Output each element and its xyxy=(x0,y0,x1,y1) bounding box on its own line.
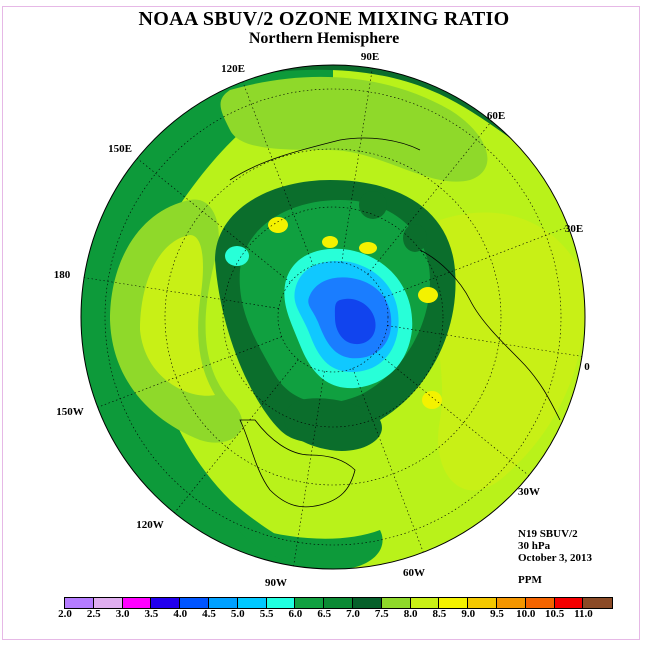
meridian-line xyxy=(341,68,373,263)
field-patch-8-8.5 xyxy=(268,217,288,233)
meridian-line xyxy=(375,351,530,476)
colorbar-tick-label: 10.0 xyxy=(516,608,536,620)
field-patch-8-8.5 xyxy=(422,391,442,409)
field-band-7-7.5-north xyxy=(220,76,488,182)
meridian-line xyxy=(384,226,569,298)
field-band-6-6.5 xyxy=(81,65,333,569)
colorbar-swatch xyxy=(208,598,238,608)
date-label: October 3, 2013 xyxy=(518,552,593,564)
lon-label-150w: 150W xyxy=(56,406,84,418)
meridian-line xyxy=(387,325,582,357)
field-band-7.5-8-east xyxy=(432,212,585,491)
instrument-label: N19 SBUV/2 xyxy=(518,528,578,540)
meridians xyxy=(84,68,582,566)
pressure-level-label: 30 hPa xyxy=(518,540,551,552)
colorbar-swatch xyxy=(65,598,94,608)
colorbar-swatch xyxy=(324,598,353,608)
colorbar-tick-label: 9.5 xyxy=(490,608,504,620)
colorbar-labels: 2.0 2.5 3.0 3.5 4.0 4.5 5.0 5.5 6.0 6.5 7.0 7.5 8.0 8… xyxy=(0,608,648,622)
colorbar-swatch xyxy=(496,598,526,608)
field-band-4-4.5 xyxy=(334,298,376,345)
field-patch-8-8.5 xyxy=(359,242,377,254)
info-block: N19 SBUV/2 30 hPa October 3, 2013 xyxy=(518,528,592,564)
latitude-circle xyxy=(222,206,444,428)
lon-label-0: 0 xyxy=(584,361,590,373)
colorbar-tick-label: 9.0 xyxy=(461,608,476,620)
colorbar-tick-label: 5.0 xyxy=(230,608,245,620)
colorbar xyxy=(64,597,614,609)
latitude-circle xyxy=(164,148,502,486)
lon-label-60w: 60W xyxy=(403,567,425,579)
colorbar-swatch xyxy=(381,598,411,608)
colorbar-tick-label: 5.5 xyxy=(259,608,274,620)
field-patch-5.5-6 xyxy=(225,246,249,266)
coastline-asia xyxy=(229,137,421,181)
colorbar-tick-label: 11.0 xyxy=(574,608,593,620)
page-subtitle: Northern Hemisphere xyxy=(248,30,400,47)
meridian-line xyxy=(84,277,279,309)
colorbar-tick-label: 6.0 xyxy=(288,608,303,620)
colorbar-tick-label: 6.5 xyxy=(317,608,332,620)
field-band-6.5-7-south xyxy=(284,398,382,451)
lon-label-90e: 90E xyxy=(361,51,379,63)
colorbar-swatch xyxy=(266,598,296,608)
lon-label-90w: 90W xyxy=(265,577,287,589)
colorbar-tick-label: 8.0 xyxy=(403,608,418,620)
colorbar-tick-label: 8.5 xyxy=(432,608,447,620)
meridian-line xyxy=(174,359,299,514)
lon-label-180: 180 xyxy=(54,269,71,281)
page-title: NOAA SBUV/2 OZONE MIXING RATIO xyxy=(138,8,510,30)
units-label: PPM xyxy=(518,574,542,586)
lon-label-120e: 120E xyxy=(221,63,245,75)
colorbar-tick-label: 7.5 xyxy=(374,608,389,620)
field-patch-8-8.5 xyxy=(322,236,338,248)
ozone-field xyxy=(81,65,585,569)
field-band-6-6.5-south xyxy=(230,520,383,569)
colorbar-swatch xyxy=(554,598,584,608)
field-band-7.5-8-west xyxy=(140,235,215,396)
colorbar-tick-label: 2.0 xyxy=(58,608,72,620)
lon-label-150e: 150E xyxy=(108,143,132,155)
field-patch-8-8.5 xyxy=(418,287,438,303)
coastline-north-america xyxy=(239,419,356,508)
meridian-line xyxy=(367,120,492,275)
map-border xyxy=(80,64,586,570)
colorbar-swatch xyxy=(180,598,209,608)
lon-label-30w: 30W xyxy=(518,486,540,498)
colorbar-swatch xyxy=(410,598,440,608)
lon-label-60e: 60E xyxy=(487,110,505,122)
colorbar-swatch xyxy=(583,598,613,608)
colorbar-swatch xyxy=(439,598,469,608)
colorbar-swatch xyxy=(122,598,152,608)
colorbar-tick-label: 3.0 xyxy=(115,608,130,620)
latitude-circle xyxy=(277,261,389,373)
latitude-circle xyxy=(104,88,562,546)
colorbar-swatch xyxy=(151,598,181,608)
field-patch-6.5-7 xyxy=(403,224,427,252)
colorbar-tick-label: 7.0 xyxy=(346,608,360,620)
meridian-line xyxy=(136,158,291,283)
colorbar-swatch xyxy=(295,598,325,608)
meridian-line xyxy=(293,371,325,566)
graticule xyxy=(104,88,562,546)
colorbar-tick-label: 4.0 xyxy=(173,608,188,620)
meridian-line xyxy=(97,336,282,408)
meridian-line xyxy=(242,81,314,266)
coastline-europe xyxy=(419,249,561,421)
colorbar-swatch xyxy=(468,598,497,608)
meridian-line xyxy=(352,368,424,553)
colorbar-swatch xyxy=(237,598,267,608)
lon-label-120w: 120W xyxy=(136,519,164,531)
colorbar-swatch xyxy=(352,598,382,608)
colorbar-tick-label: 10.5 xyxy=(544,608,565,620)
colorbar-swatch xyxy=(525,598,555,608)
colorbar-tick-label: 3.5 xyxy=(144,608,159,620)
colorbar-tick-label: 4.5 xyxy=(202,608,216,620)
colorbar-swatch xyxy=(93,598,123,608)
field-patch-6.5-7 xyxy=(359,191,387,219)
lon-label-30e: 30E xyxy=(565,223,583,235)
colorbar-tick-label: 2.5 xyxy=(86,608,101,620)
